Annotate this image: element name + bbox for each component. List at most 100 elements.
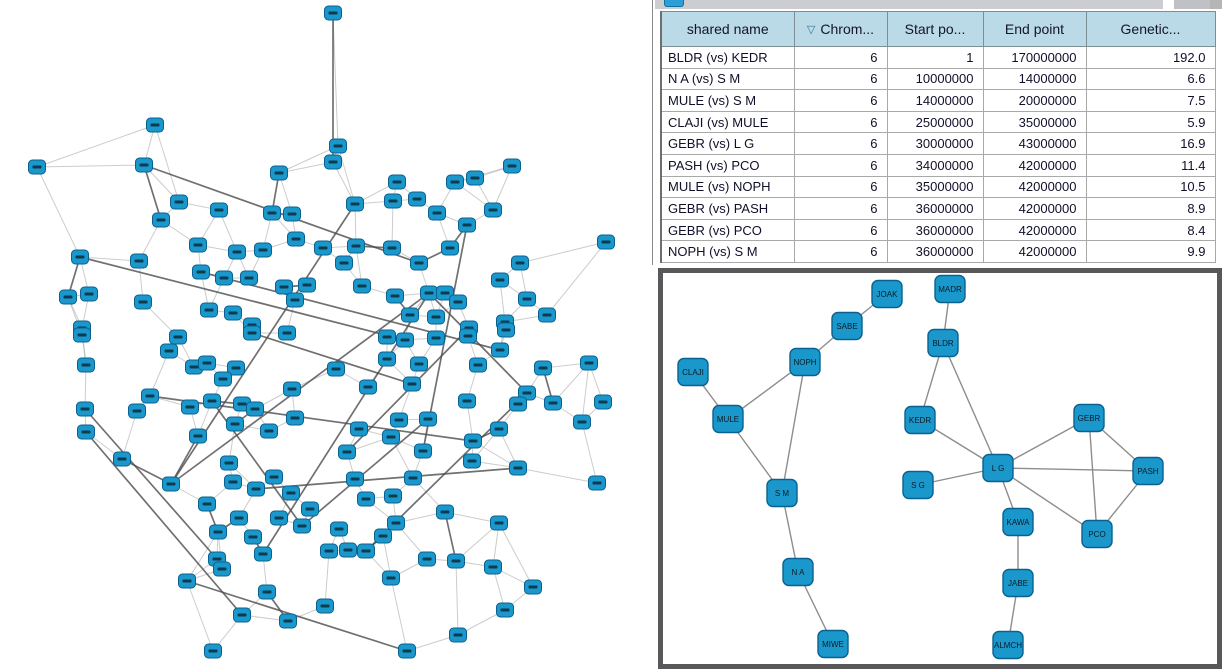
network-node[interactable] [339, 542, 357, 558]
network-node[interactable] [503, 158, 521, 174]
network-node[interactable] [240, 270, 258, 286]
network-node[interactable] [314, 240, 332, 256]
network-node[interactable] [357, 543, 375, 559]
subnetwork-node-MULE[interactable]: MULE [712, 404, 744, 434]
network-node[interactable] [265, 469, 283, 485]
network-node[interactable] [214, 371, 232, 387]
network-node[interactable] [490, 515, 508, 531]
cell-value[interactable]: 6 [793, 218, 888, 242]
network-node[interactable] [357, 491, 375, 507]
table-row[interactable]: GEBR (vs) PCO 6 36000000 42000000 8.4 [660, 218, 1216, 242]
network-node[interactable] [446, 174, 464, 190]
network-node[interactable] [263, 205, 281, 221]
network-node[interactable] [260, 423, 278, 439]
network-node[interactable] [226, 416, 244, 432]
network-node[interactable] [350, 421, 368, 437]
table-row[interactable]: MULE (vs) NOPH 6 35000000 42000000 10.5 [660, 175, 1216, 199]
cell-value[interactable]: 6 [793, 197, 888, 220]
network-node[interactable] [359, 379, 377, 395]
network-node[interactable] [243, 325, 261, 341]
cell-shared-name[interactable]: PASH (vs) PCO [660, 153, 795, 177]
cell-value[interactable]: 6 [793, 67, 888, 91]
network-node[interactable] [538, 307, 556, 323]
network-node[interactable] [410, 255, 428, 271]
network-node[interactable] [378, 329, 396, 345]
network-node[interactable] [387, 515, 405, 531]
cell-value[interactable]: 8.9 [1085, 197, 1216, 220]
network-node[interactable] [436, 285, 454, 301]
column-header-end-point[interactable]: End point [982, 11, 1087, 47]
network-node[interactable] [270, 510, 288, 526]
network-node[interactable] [382, 429, 400, 445]
network-node[interactable] [447, 553, 465, 569]
table-row[interactable]: GEBR (vs) PASH 6 36000000 42000000 8.9 [660, 197, 1216, 220]
network-node[interactable] [459, 328, 477, 344]
network-node[interactable] [383, 240, 401, 256]
network-node[interactable] [189, 428, 207, 444]
column-header-genetic[interactable]: Genetic... [1085, 11, 1216, 47]
subnetwork-node-MIWE[interactable]: MIWE [817, 629, 849, 659]
network-node[interactable] [254, 242, 272, 258]
table-row[interactable]: MULE (vs) S M 6 14000000 20000000 7.5 [660, 89, 1216, 112]
network-node[interactable] [573, 414, 591, 430]
network-node[interactable] [135, 157, 153, 173]
network-node[interactable] [152, 212, 170, 228]
network-node[interactable] [146, 117, 164, 133]
network-node[interactable] [458, 393, 476, 409]
network-node[interactable] [76, 401, 94, 417]
network-node[interactable] [200, 302, 218, 318]
network-node[interactable] [388, 174, 406, 190]
subnetwork-node-ALMCH[interactable]: ALMCH [992, 630, 1024, 660]
cell-value[interactable]: 35000000 [982, 110, 1087, 134]
cell-value[interactable]: 9.9 [1085, 240, 1216, 263]
subnetwork-node-GEBR[interactable]: GEBR [1073, 403, 1105, 433]
network-node[interactable] [134, 294, 152, 310]
cell-value[interactable]: 36000000 [886, 240, 984, 263]
network-node[interactable] [244, 529, 262, 545]
cell-value[interactable]: 6 [793, 240, 888, 263]
network-node[interactable] [286, 292, 304, 308]
network-node[interactable] [382, 570, 400, 586]
network-node[interactable] [28, 159, 46, 175]
network-node[interactable] [254, 546, 272, 562]
filter-icon[interactable]: ▽ [806, 24, 816, 36]
network-node[interactable] [324, 5, 342, 21]
subnetwork-node-SABE[interactable]: SABE [831, 311, 863, 341]
network-node[interactable] [283, 381, 301, 397]
network-node[interactable] [246, 401, 264, 417]
network-node[interactable] [511, 255, 529, 271]
subnetwork-node-JOAK[interactable]: JOAK [871, 279, 903, 309]
cell-shared-name[interactable]: GEBR (vs) PASH [660, 197, 795, 220]
network-node[interactable] [490, 421, 508, 437]
subnetwork-node-KEDR[interactable]: KEDR [904, 405, 936, 435]
network-node[interactable] [427, 309, 445, 325]
network-node[interactable] [580, 355, 598, 371]
network-node[interactable] [258, 584, 276, 600]
network-node[interactable] [384, 193, 402, 209]
subnetwork-node-NOPH[interactable]: NOPH [789, 347, 821, 377]
column-header-shared-name[interactable]: shared name [660, 11, 795, 47]
network-node[interactable] [378, 351, 396, 367]
network-node[interactable] [160, 343, 178, 359]
cell-value[interactable]: 16.9 [1085, 132, 1216, 155]
network-node[interactable] [286, 410, 304, 426]
cell-value[interactable]: 42000000 [982, 197, 1087, 220]
network-node[interactable] [282, 485, 300, 501]
column-header-chromosome[interactable]: ▽ Chrom... [793, 11, 888, 47]
network-node[interactable] [353, 278, 371, 294]
network-node[interactable] [189, 237, 207, 253]
network-node[interactable] [162, 476, 180, 492]
network-node[interactable] [464, 433, 482, 449]
subnetwork-node-MADR[interactable]: MADR [934, 274, 966, 304]
cell-value[interactable]: 6 [793, 175, 888, 199]
network-node[interactable] [59, 289, 77, 305]
network-node[interactable] [278, 325, 296, 341]
network-node[interactable] [213, 561, 231, 577]
network-node[interactable] [458, 217, 476, 233]
network-node[interactable] [128, 403, 146, 419]
network-node[interactable] [224, 474, 242, 490]
subnetwork-node-NA[interactable]: N A [782, 557, 814, 587]
network-node[interactable] [420, 285, 438, 301]
network-node[interactable] [347, 238, 365, 254]
network-node[interactable] [427, 330, 445, 346]
